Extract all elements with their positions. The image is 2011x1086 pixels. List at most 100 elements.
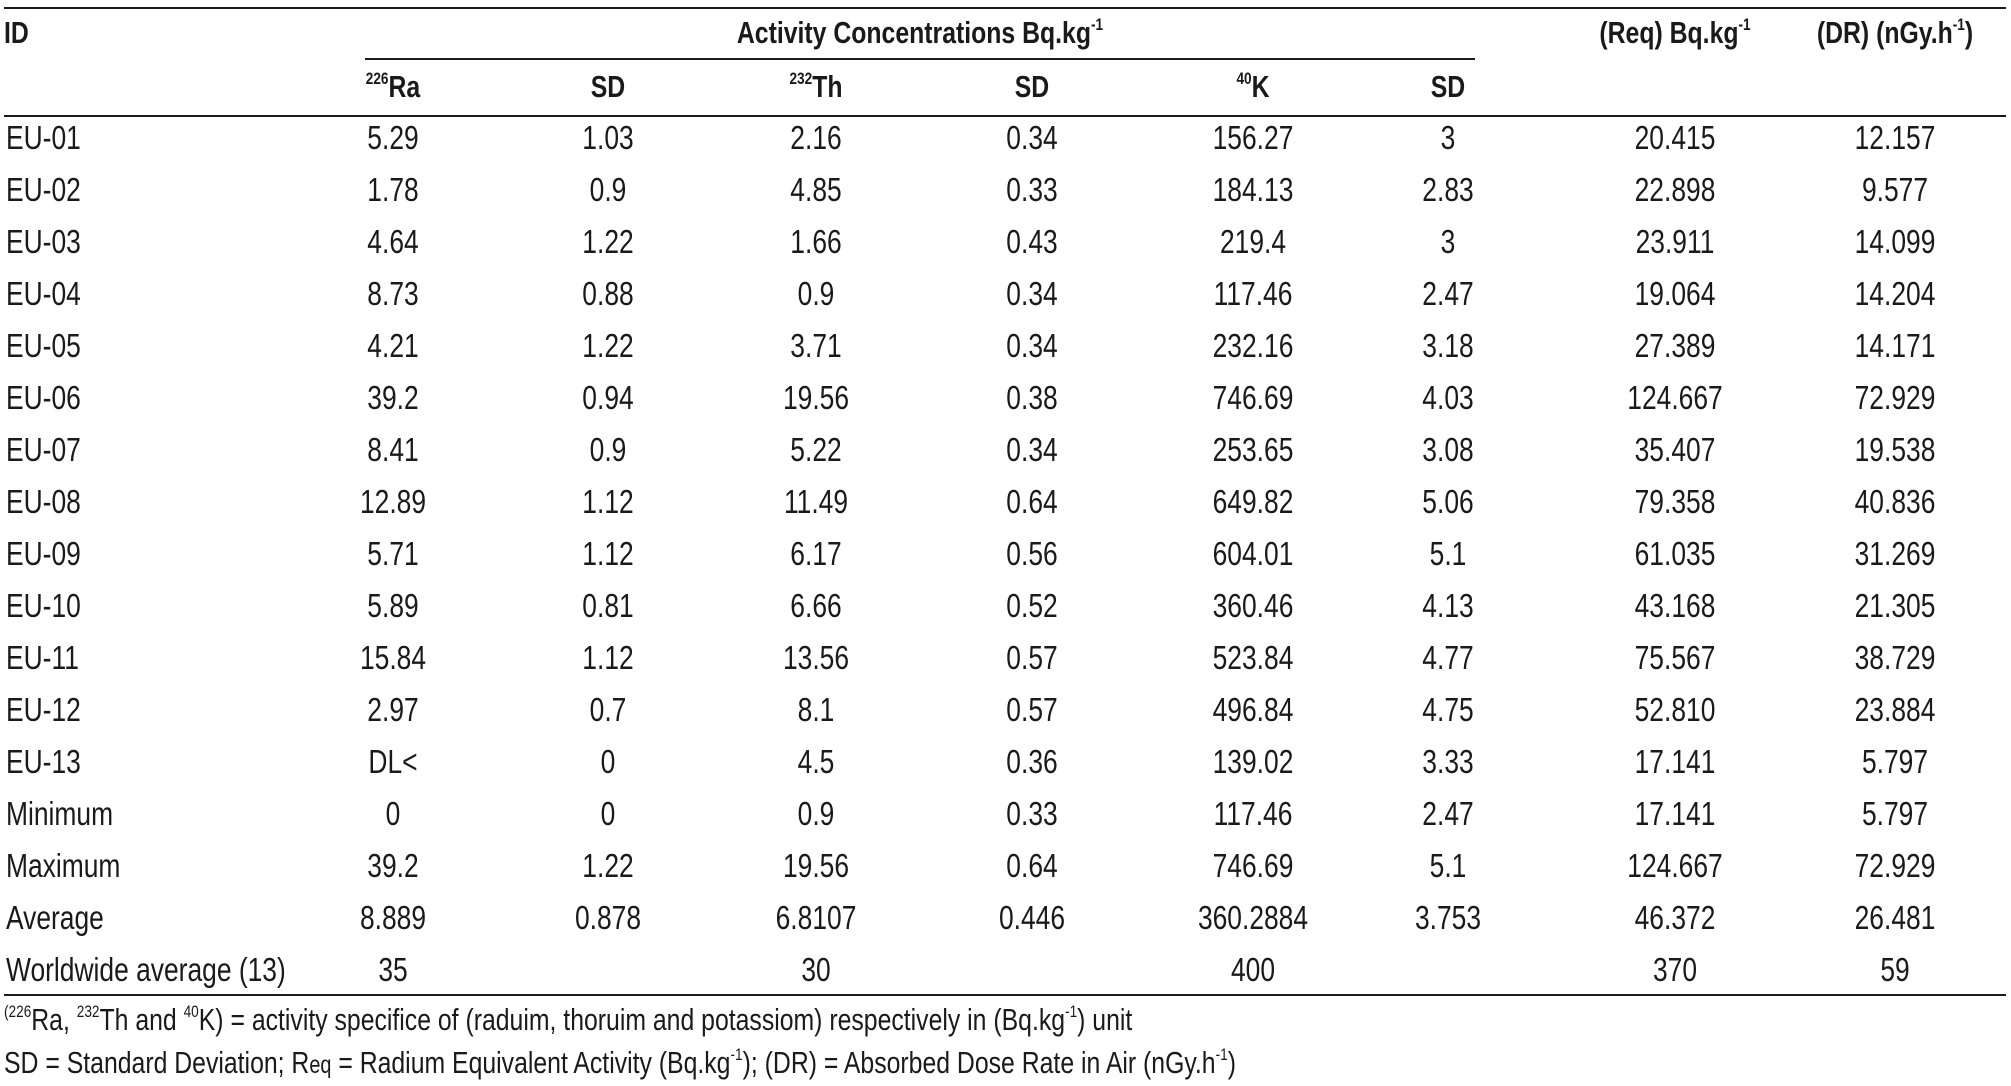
cell-dr: 12.157 (1854, 119, 1936, 156)
cell-th-sd: 0.52 (1006, 587, 1058, 624)
cell-k40: 496.84 (1212, 691, 1294, 728)
cell-ra-sd: 1.12 (582, 535, 634, 572)
cell-th232: 6.66 (790, 587, 842, 624)
cell-ra226: 35 (378, 951, 408, 988)
cell-th-sd: 0.57 (1006, 639, 1058, 676)
cell-k-sd: 5.1 (1429, 535, 1467, 572)
cell-th232: 4.85 (790, 171, 842, 208)
cell-k-sd: 3.18 (1422, 327, 1474, 364)
cell-ra226: 39.2 (367, 379, 419, 416)
cell-dr: 31.269 (1854, 535, 1936, 572)
cell-k-sd: 4.75 (1422, 691, 1474, 728)
cell-id: EU-05 (6, 327, 81, 364)
cell-req: 124.667 (1627, 379, 1723, 416)
cell-ra226: 15.84 (359, 639, 427, 676)
cell-dr: 38.729 (1854, 639, 1936, 676)
cell-ra226: 8.889 (359, 899, 427, 936)
cell-ra226: 8.41 (367, 431, 419, 468)
cell-dr: 72.929 (1854, 379, 1936, 416)
cell-dr: 59 (1880, 951, 1910, 988)
cell-ra226: 1.78 (367, 171, 419, 208)
cell-dr: 19.538 (1854, 431, 1936, 468)
cell-dr: 23.884 (1854, 691, 1936, 728)
cell-th232: 6.17 (790, 535, 842, 572)
cell-req: 61.035 (1634, 535, 1716, 572)
cell-dr: 14.204 (1854, 275, 1936, 312)
cell-k-sd: 5.1 (1429, 847, 1467, 884)
cell-th232: 1.66 (790, 223, 842, 260)
cell-th232: 6.8107 (775, 899, 857, 936)
cell-dr: 40.836 (1854, 483, 1936, 520)
cell-th-sd: 0.34 (1006, 431, 1058, 468)
cell-ra226: 4.21 (367, 327, 419, 364)
cell-k40: 400 (1230, 951, 1276, 988)
cell-req: 35.407 (1634, 431, 1716, 468)
cell-ra-sd: 1.03 (582, 119, 634, 156)
id-column-header: ID (4, 15, 29, 50)
cell-id: EU-04 (6, 275, 81, 312)
cell-k40: 360.46 (1212, 587, 1294, 624)
cell-id: EU-10 (6, 587, 81, 624)
cell-id: EU-01 (6, 119, 81, 156)
cell-req: 124.667 (1627, 847, 1723, 884)
cell-req: 75.567 (1634, 639, 1716, 676)
cell-req: 43.168 (1634, 587, 1716, 624)
th-sd-column-header: SD (1014, 69, 1050, 104)
cell-id: EU-13 (6, 743, 81, 780)
cell-k40: 746.69 (1212, 847, 1294, 884)
cell-th232: 13.56 (782, 639, 850, 676)
cell-k40: 184.13 (1212, 171, 1294, 208)
cell-k40: 219.4 (1219, 223, 1287, 260)
cell-ra226: 4.64 (367, 223, 419, 260)
cell-ra-sd: 0.9 (589, 171, 627, 208)
cell-k40: 139.02 (1212, 743, 1294, 780)
cell-req: 370 (1652, 951, 1698, 988)
cell-ra-sd: 1.22 (582, 223, 634, 260)
cell-th232: 8.1 (797, 691, 835, 728)
cell-ra-sd: 1.22 (582, 847, 634, 884)
cell-dr: 9.577 (1861, 171, 1929, 208)
cell-ra226: 0 (385, 795, 401, 832)
cell-th-sd: 0.34 (1006, 119, 1058, 156)
cell-id: EU-11 (6, 639, 79, 676)
cell-ra226: 2.97 (367, 691, 419, 728)
cell-k40: 117.46 (1213, 275, 1293, 312)
cell-k-sd: 3.33 (1422, 743, 1474, 780)
cell-req: 23.911 (1635, 223, 1715, 260)
cell-k-sd: 2.47 (1422, 795, 1474, 832)
cell-ra-sd: 0.7 (589, 691, 627, 728)
cell-id: Maximum (6, 847, 121, 884)
cell-k-sd: 2.47 (1422, 275, 1474, 312)
cell-id: EU-12 (6, 691, 81, 728)
cell-ra226: 39.2 (367, 847, 419, 884)
activity-group-header: Activity Concentrations Bq.kg-1 (736, 15, 1104, 50)
cell-id: EU-08 (6, 483, 81, 520)
cell-ra226: 12.89 (359, 483, 427, 520)
cell-th-sd: 0.33 (1006, 795, 1058, 832)
cell-req: 46.372 (1634, 899, 1716, 936)
cell-th232: 19.56 (782, 379, 850, 416)
cell-req: 19.064 (1634, 275, 1716, 312)
cell-th-sd: 0.38 (1006, 379, 1058, 416)
cell-req: 17.141 (1634, 743, 1716, 780)
cell-ra-sd: 0.88 (582, 275, 634, 312)
cell-k-sd: 5.06 (1422, 483, 1474, 520)
cell-th-sd: 0.57 (1006, 691, 1058, 728)
header-bottom-rule (4, 115, 2006, 117)
cell-k-sd (1368, 944, 1528, 996)
cell-ra-sd (528, 944, 688, 996)
cell-k-sd: 2.83 (1422, 171, 1474, 208)
cell-k-sd: 4.03 (1422, 379, 1474, 416)
cell-k40: 360.2884 (1197, 899, 1309, 936)
cell-id: EU-07 (6, 431, 81, 468)
cell-id: Minimum (6, 795, 114, 832)
cell-id: EU-03 (6, 223, 81, 260)
cell-k-sd: 4.77 (1422, 639, 1474, 676)
group-header-rule (365, 58, 1475, 60)
cell-id: EU-06 (6, 379, 81, 416)
cell-k40: 523.84 (1212, 639, 1294, 676)
cell-req: 20.415 (1634, 119, 1716, 156)
cell-th232: 5.22 (790, 431, 842, 468)
ra226-column-header: 226Ra (365, 69, 421, 104)
